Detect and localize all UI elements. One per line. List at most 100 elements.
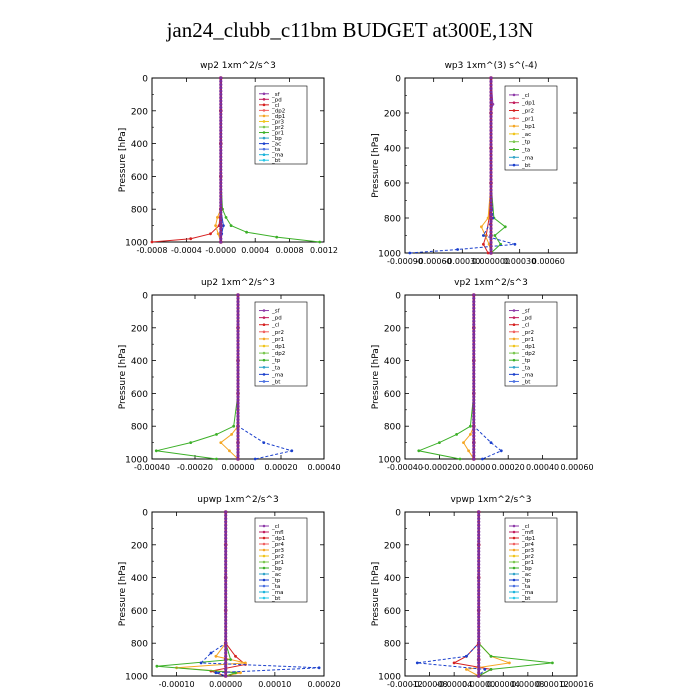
y-tick-label: 200 <box>384 541 401 551</box>
data-point <box>236 391 240 395</box>
data-point <box>224 585 228 590</box>
data-point <box>489 132 493 136</box>
data-point <box>489 230 493 234</box>
legend-label: _sf <box>271 309 281 315</box>
legend-marker <box>262 158 266 162</box>
data-point <box>209 651 213 655</box>
data-point <box>477 553 481 557</box>
data-point <box>489 114 493 119</box>
data-point <box>236 309 240 313</box>
y-tick-label: 600 <box>131 173 148 183</box>
data-point <box>477 592 481 596</box>
data-point <box>477 664 481 668</box>
series-line-tp <box>417 512 486 677</box>
data-point <box>236 454 240 458</box>
data-point <box>224 671 228 675</box>
legend-label: _cl <box>271 524 280 530</box>
y-tick-label: 1000 <box>378 250 401 260</box>
legend-marker <box>512 572 516 576</box>
data-point <box>489 233 493 238</box>
data-point <box>219 122 223 126</box>
y-axis-label: Pressure [hPa] <box>371 345 381 410</box>
data-point <box>236 303 240 307</box>
data-point <box>477 559 481 563</box>
x-tick-label: -0.0004 <box>171 246 202 255</box>
data-point <box>472 309 476 313</box>
legend-marker <box>262 125 266 129</box>
legend-marker <box>262 530 266 534</box>
legend-label: _ta <box>521 365 530 371</box>
data-point <box>317 666 321 670</box>
legend-label: _dp1 <box>271 536 285 542</box>
data-point <box>236 382 240 386</box>
data-point <box>215 457 218 461</box>
series-line-tp <box>237 295 292 460</box>
data-point <box>236 385 240 389</box>
data-point <box>224 592 228 596</box>
data-point <box>472 372 476 376</box>
data-point <box>219 233 223 237</box>
legend-box <box>504 301 558 387</box>
data-point <box>224 628 228 632</box>
data-point <box>477 582 481 586</box>
data-point <box>455 433 458 436</box>
data-point <box>224 651 228 655</box>
legend-marker <box>512 530 516 534</box>
data-point <box>489 195 493 199</box>
data-point <box>236 421 240 425</box>
data-point <box>489 202 493 206</box>
data-point <box>224 635 228 639</box>
data-point <box>472 431 476 435</box>
data-point <box>214 671 218 675</box>
data-point <box>477 556 481 560</box>
legend-label: _cl <box>271 323 280 329</box>
data-point <box>219 99 223 103</box>
data-point <box>219 105 223 110</box>
data-point <box>236 395 240 399</box>
data-point <box>224 526 228 531</box>
data-point <box>472 411 476 415</box>
data-point <box>224 612 228 616</box>
legend-marker <box>512 124 516 128</box>
data-point <box>481 457 484 461</box>
data-point <box>224 569 228 573</box>
series-line-dp1 <box>452 512 493 677</box>
data-point <box>224 638 228 642</box>
legend-label: _tp <box>521 140 531 146</box>
data-point <box>219 194 223 198</box>
data-point <box>472 342 476 346</box>
legend-box <box>254 301 308 387</box>
data-point <box>219 79 223 83</box>
series-line-tp <box>473 295 503 460</box>
data-point <box>489 142 493 147</box>
data-point <box>219 142 223 146</box>
data-point <box>489 188 493 192</box>
legend-marker <box>512 132 516 136</box>
data-point <box>477 549 481 554</box>
legend-marker <box>512 163 516 167</box>
legend-label: _ma <box>271 372 283 378</box>
data-point <box>262 441 266 444</box>
data-point <box>477 562 481 567</box>
y-tick-label: 800 <box>131 640 148 650</box>
data-point <box>236 401 240 405</box>
data-point <box>219 155 223 159</box>
data-point <box>489 205 493 210</box>
legend-label: _ac <box>521 132 531 138</box>
legend-label: _ma <box>521 372 533 378</box>
chart-panel-6: vpwp 1xm^2/s^302004006008001000-0.00012-… <box>371 495 594 689</box>
data-point <box>224 559 228 563</box>
data-point <box>489 93 493 98</box>
series-line-dp1 <box>417 295 475 460</box>
x-tick-label: 0.00020 <box>307 680 340 689</box>
data-point <box>489 181 493 185</box>
data-point <box>489 226 493 231</box>
data-point <box>219 217 223 221</box>
data-point <box>224 621 228 626</box>
data-point <box>216 232 220 236</box>
legend-label: _pr4 <box>521 542 535 548</box>
data-point <box>236 306 240 310</box>
legend-label: _bp1 <box>521 124 535 130</box>
data-point <box>508 661 511 665</box>
data-point <box>219 145 223 149</box>
